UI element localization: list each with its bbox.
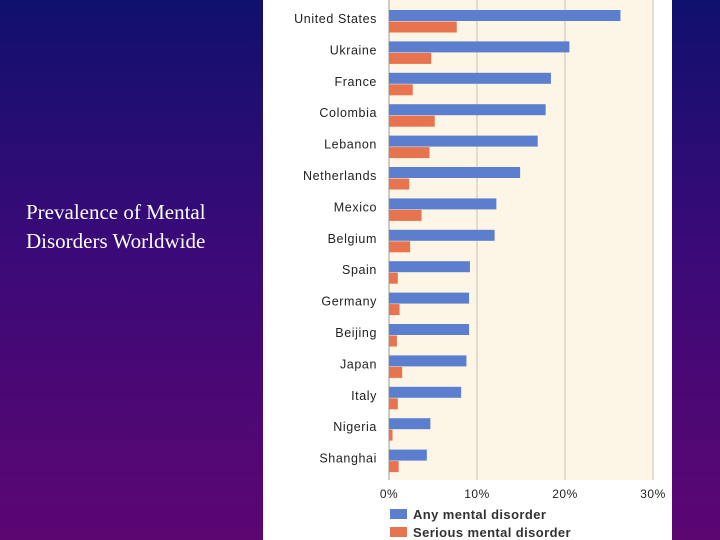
x-tick-label-30: 30% (640, 487, 666, 501)
bar-serious-mental-disorder-lebanon (389, 147, 430, 159)
bar-serious-mental-disorder-united-states (389, 21, 457, 33)
slide-title-line-2: Disorders Worldwide (26, 229, 206, 253)
bar-serious-mental-disorder-ukraine (389, 52, 432, 64)
bar-serious-mental-disorder-spain (389, 272, 398, 284)
bar-any-mental-disorder-italy (389, 386, 462, 398)
bar-serious-mental-disorder-italy (389, 398, 398, 410)
legend-swatch-serious-mental-disorder (390, 527, 407, 537)
prevalence-bar-chart: 0% 10% 20% 30% United States Ukraine France Col… (294, 0, 666, 540)
category-label-germany: Germany (321, 295, 377, 309)
legend-label-serious-mental-disorder: Serious mental disorder (413, 525, 571, 540)
bar-serious-mental-disorder-beijing (389, 335, 397, 347)
category-label-france: France (334, 75, 377, 89)
category-label-shanghai: Shanghai (319, 452, 377, 466)
category-label-nigeria: Nigeria (333, 420, 377, 434)
category-label-colombia: Colombia (319, 106, 377, 120)
bar-any-mental-disorder-shanghai (389, 449, 427, 461)
category-label-united-states: United States (294, 12, 377, 26)
category-label-spain: Spain (342, 263, 377, 277)
category-label-italy: Italy (351, 389, 377, 403)
chart-panel: 0% 10% 20% 30% United States Ukraine France Col… (263, 0, 672, 540)
bar-any-mental-disorder-netherlands (389, 167, 521, 178)
bar-any-mental-disorder-united-states (389, 10, 621, 21)
x-tick-label-20: 20% (552, 487, 578, 501)
bar-any-mental-disorder-japan (389, 355, 467, 367)
bar-any-mental-disorder-france (389, 72, 551, 84)
bar-serious-mental-disorder-france (389, 84, 413, 96)
category-label-ukraine: Ukraine (330, 43, 377, 57)
bar-any-mental-disorder-lebanon (389, 135, 538, 147)
bar-any-mental-disorder-beijing (389, 324, 470, 335)
bar-serious-mental-disorder-mexico (389, 209, 422, 221)
bar-serious-mental-disorder-belgium (389, 241, 411, 253)
category-label-beijing: Beijing (335, 326, 377, 340)
bar-any-mental-disorder-spain (389, 261, 470, 273)
bar-serious-mental-disorder-shanghai (389, 461, 399, 473)
bar-any-mental-disorder-ukraine (389, 41, 570, 53)
bar-serious-mental-disorder-germany (389, 304, 400, 316)
bar-any-mental-disorder-nigeria (389, 418, 431, 430)
legend-label-any-mental-disorder: Any mental disorder (413, 507, 546, 522)
bar-any-mental-disorder-germany (389, 292, 470, 304)
bar-serious-mental-disorder-japan (389, 366, 403, 378)
slide-title-line-1: Prevalence of Mental (26, 200, 206, 224)
x-tick-label-0: 0% (380, 487, 398, 501)
x-tick-label-10: 10% (464, 487, 490, 501)
category-label-belgium: Belgium (328, 232, 377, 246)
bar-serious-mental-disorder-netherlands (389, 178, 410, 190)
bar-serious-mental-disorder-colombia (389, 115, 435, 127)
bar-any-mental-disorder-belgium (389, 229, 495, 241)
legend-swatch-any-mental-disorder (390, 509, 407, 519)
bar-serious-mental-disorder-nigeria (389, 429, 393, 441)
category-label-netherlands: Netherlands (303, 169, 377, 183)
bar-any-mental-disorder-mexico (389, 198, 497, 210)
category-label-mexico: Mexico (334, 200, 377, 214)
slide-title: Prevalence of Mental Disorders Worldwide (26, 198, 256, 256)
category-label-japan: Japan (340, 357, 377, 371)
bar-any-mental-disorder-colombia (389, 104, 546, 116)
category-label-lebanon: Lebanon (324, 138, 377, 152)
